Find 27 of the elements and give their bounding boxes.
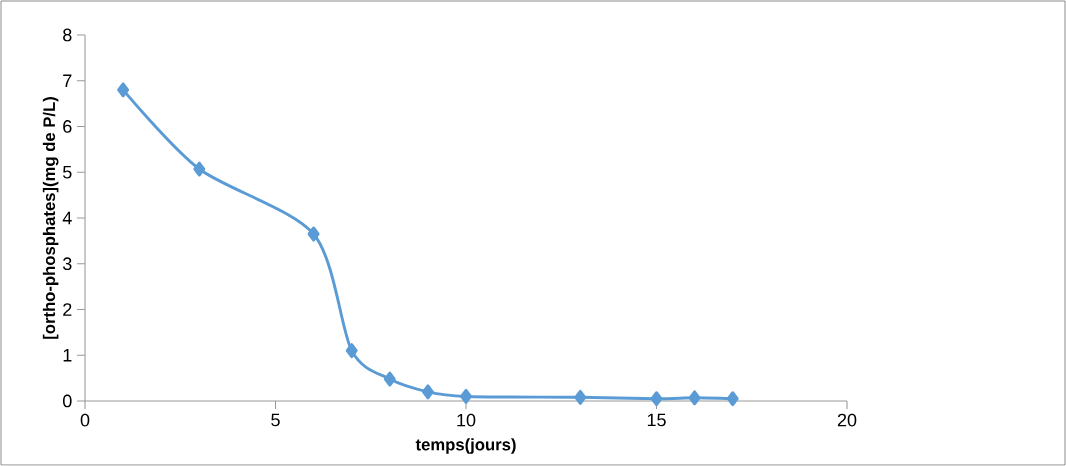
y-tick-label: 2 <box>63 303 72 316</box>
y-tick-label: 6 <box>63 120 72 133</box>
point <box>726 391 739 407</box>
x-tick-label: 15 <box>647 413 666 427</box>
point <box>460 388 472 404</box>
point <box>307 226 320 242</box>
point <box>574 389 587 405</box>
point <box>383 371 396 387</box>
y-tick-label: 0 <box>63 394 72 408</box>
point <box>421 384 434 400</box>
point <box>345 343 358 359</box>
x-axis-title: temps(jours) <box>415 438 516 454</box>
point <box>688 390 701 406</box>
x-tick-label: 0 <box>80 413 90 427</box>
y-tick-label: 7 <box>63 74 72 87</box>
x-tick-label: 5 <box>271 413 280 427</box>
y-tick-label: 4 <box>62 211 72 225</box>
y-tick-label: 5 <box>63 165 72 179</box>
y-tick-label: 1 <box>63 349 72 362</box>
point <box>193 161 206 177</box>
point <box>650 391 663 407</box>
x-tick-label: 10 <box>457 413 476 427</box>
y-tick-label: 8 <box>63 28 72 42</box>
x-tick-label: 20 <box>837 413 857 427</box>
y-tick-label: 3 <box>62 257 72 271</box>
y-axis-title: [ortho-phosphates](mg de P/L) <box>42 97 59 339</box>
point <box>117 82 130 98</box>
